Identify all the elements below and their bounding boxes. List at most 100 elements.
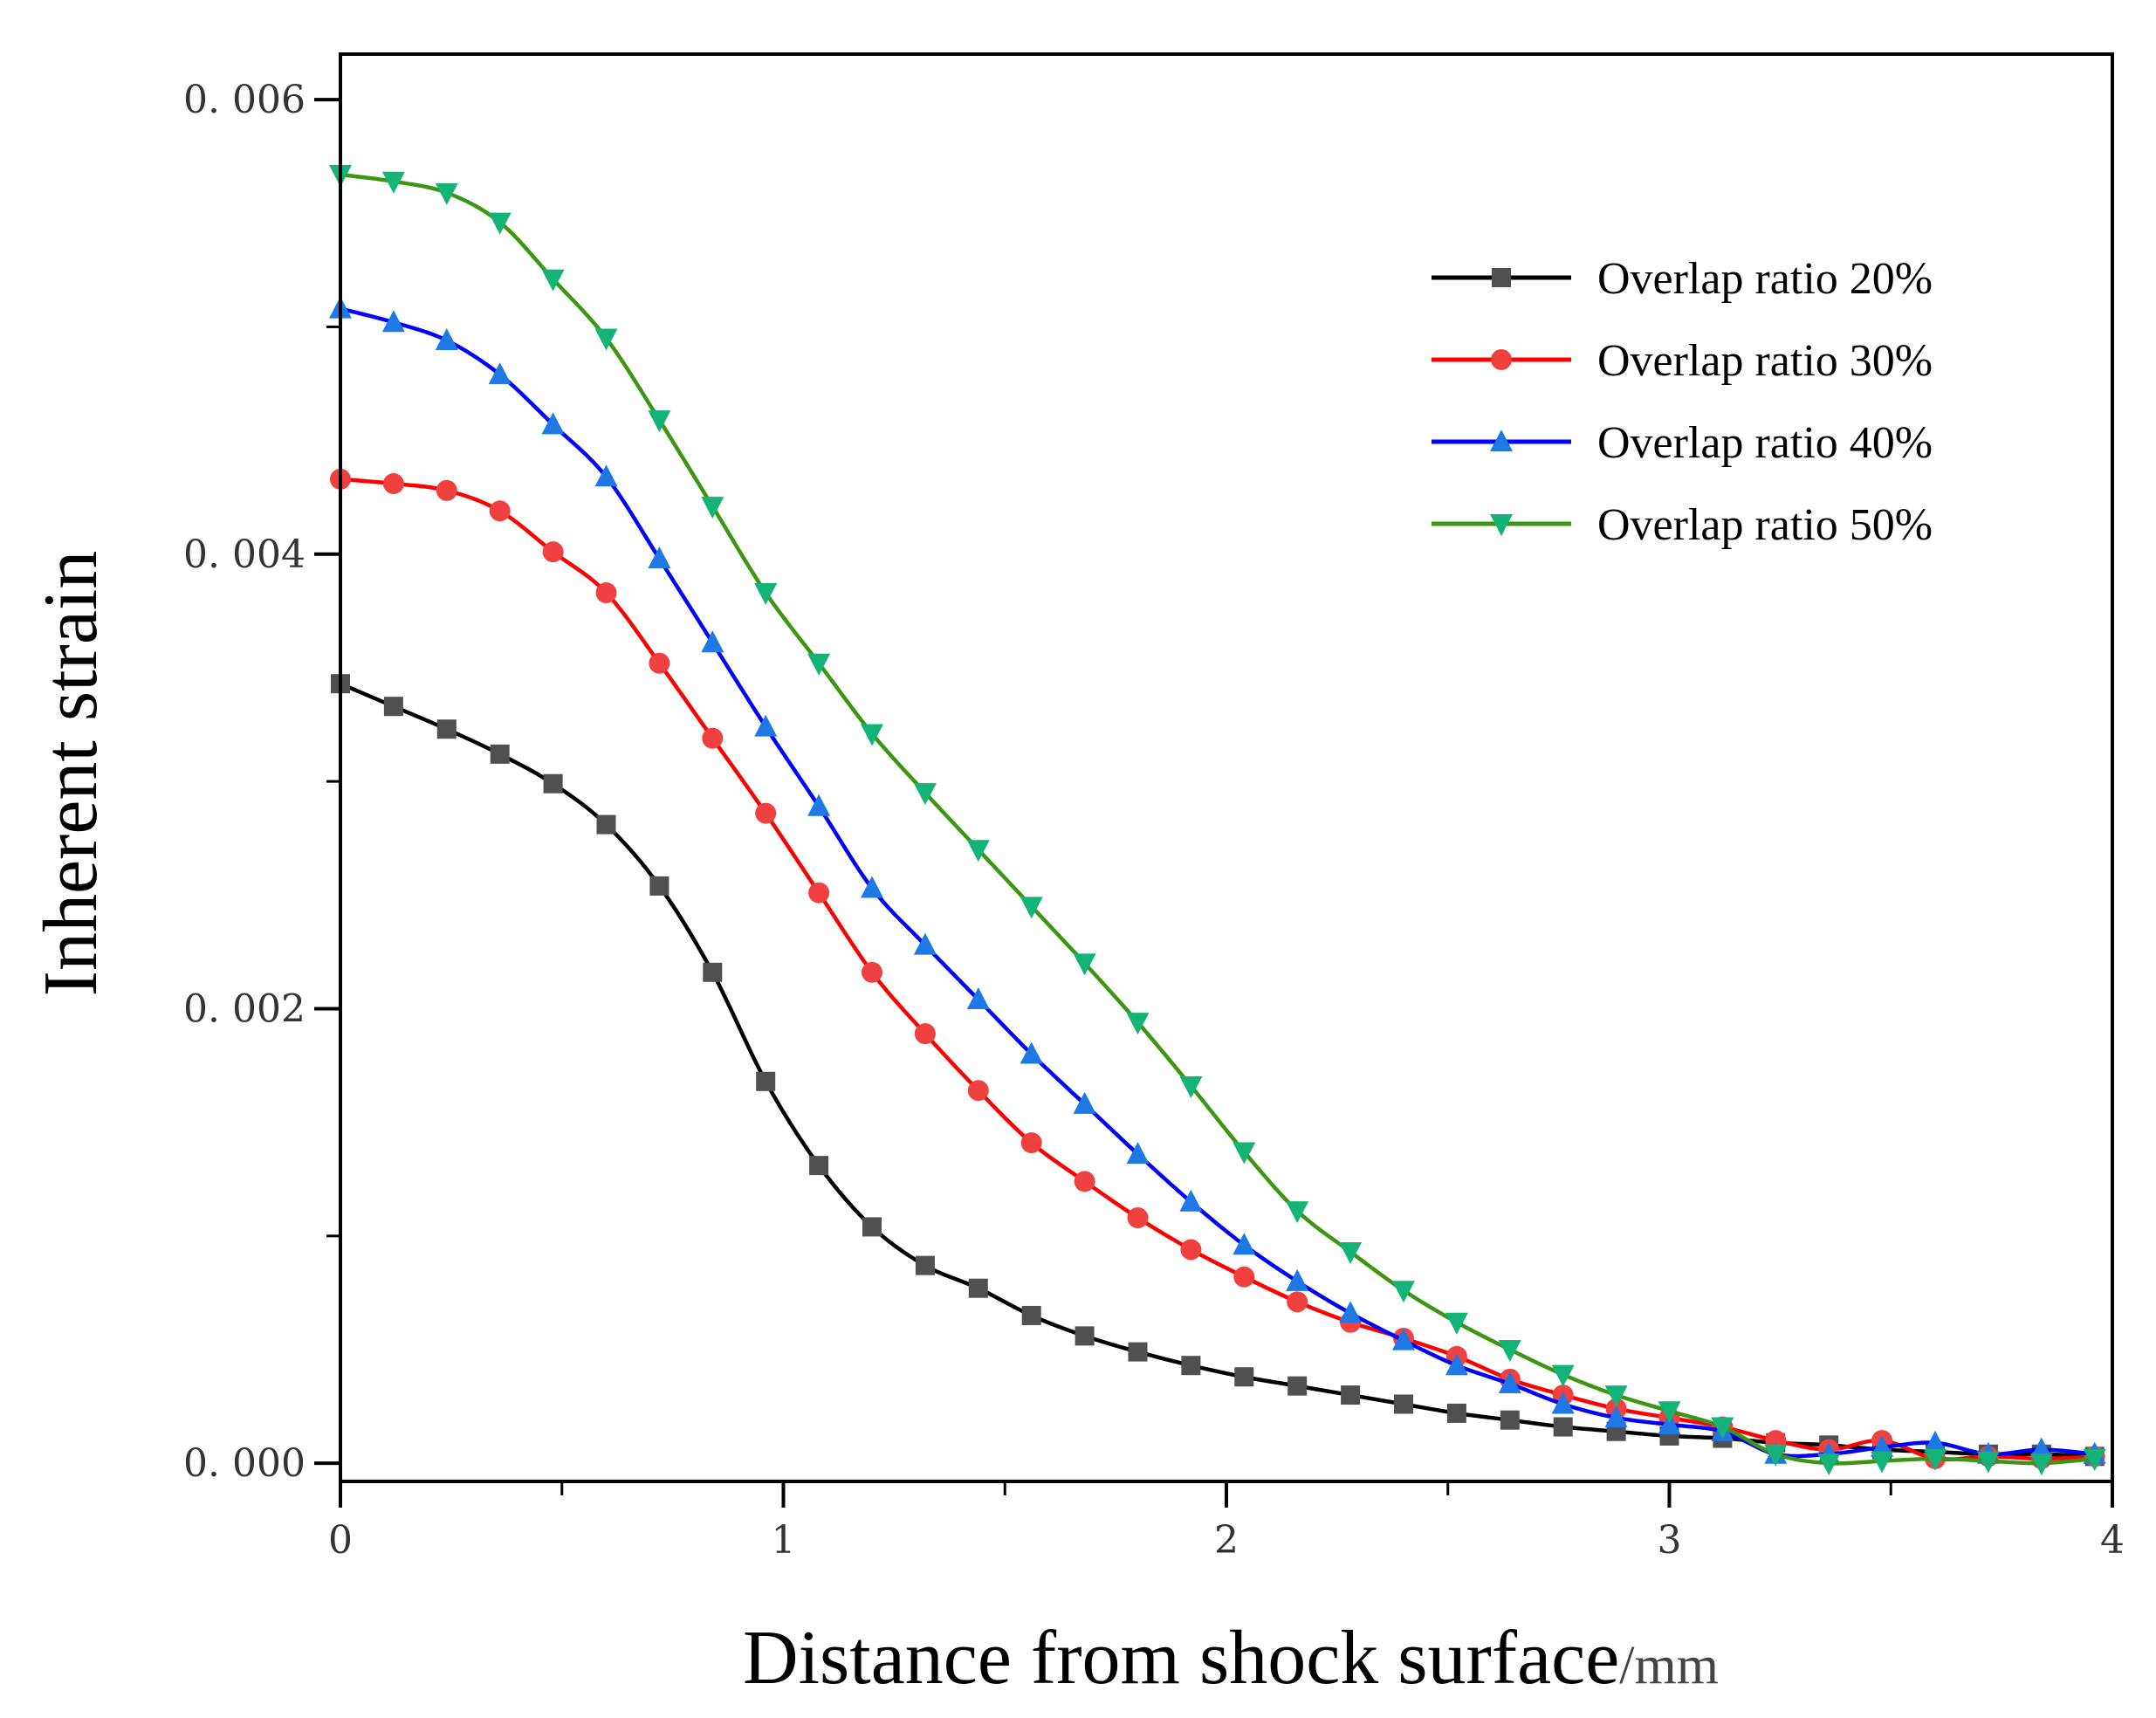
- data-point: [754, 714, 778, 737]
- data-point: [1180, 1239, 1202, 1261]
- data-point: [490, 744, 510, 764]
- data-point: [435, 328, 458, 351]
- data-point: [968, 1278, 988, 1298]
- data-point: [1020, 1041, 1043, 1064]
- data-point: [381, 310, 405, 333]
- data-point: [861, 876, 883, 898]
- data-point: [436, 719, 457, 739]
- data-point: [1126, 1013, 1150, 1035]
- data-point: [754, 583, 778, 606]
- data-point: [1074, 1171, 1095, 1192]
- y-axis-title: Inherent strain: [29, 551, 113, 997]
- legend-entry: Overlap ratio 20%: [1432, 254, 1933, 304]
- legend-entry: Overlap ratio 30%: [1432, 336, 1933, 386]
- data-point: [966, 840, 990, 862]
- y-tick-label: 0. 002: [183, 986, 306, 1031]
- data-point: [966, 987, 990, 1010]
- legend: Overlap ratio 20% Overlap ratio 30% Overla…: [1432, 254, 1933, 550]
- data-point: [1021, 1305, 1041, 1325]
- data-point: [1924, 1430, 1947, 1453]
- legend-label: Overlap ratio 20%: [1597, 254, 1933, 304]
- data-point: [1764, 1444, 1788, 1467]
- data-point: [1287, 1291, 1308, 1313]
- x-tick-label: 2: [1214, 1518, 1239, 1563]
- data-point: [2083, 1448, 2106, 1471]
- data-point: [1232, 1233, 1256, 1255]
- data-point: [1604, 1405, 1628, 1428]
- data-point: [702, 727, 724, 749]
- data-point: [1445, 1353, 1468, 1376]
- x-tick-label: 4: [2100, 1518, 2125, 1563]
- data-point: [1233, 1266, 1255, 1288]
- data-point: [862, 961, 882, 983]
- data-point: [1286, 1268, 1309, 1291]
- data-point: [1924, 1448, 1947, 1471]
- data-point: [1179, 1075, 1203, 1098]
- axis-layer: 0 1 2 3 4 0. 000 0. 002 0. 004 0. 006: [183, 78, 2125, 1563]
- data-point: [862, 1217, 882, 1237]
- data-point: [1871, 1451, 1894, 1474]
- data-point: [541, 412, 565, 435]
- data-point: [1075, 1326, 1095, 1346]
- data-point: [701, 630, 724, 653]
- data-point: [1551, 1392, 1575, 1414]
- x-axis-title-unit: /mm: [1619, 1636, 1719, 1695]
- data-point: [1126, 1142, 1150, 1165]
- series-2: [330, 468, 2105, 1469]
- data-point: [1181, 1356, 1201, 1376]
- legend-label: Overlap ratio 40%: [1597, 418, 1933, 468]
- data-point: [1392, 1281, 1415, 1303]
- series-1: [331, 674, 2105, 1467]
- data-point: [1445, 1312, 1468, 1335]
- data-point: [1658, 1412, 1681, 1434]
- series-line: [340, 477, 2095, 1462]
- data-point: [489, 500, 511, 522]
- data-point: [488, 362, 512, 385]
- data-point: [807, 653, 831, 676]
- data-point: [1553, 1417, 1573, 1437]
- x-tick-label: 0: [328, 1518, 353, 1563]
- data-point: [435, 182, 458, 205]
- data-point: [543, 773, 563, 794]
- y-tick-label: 0. 006: [183, 78, 306, 122]
- data-point: [1341, 1385, 1361, 1405]
- data-point: [1234, 1367, 1254, 1387]
- data-point: [808, 882, 830, 904]
- legend-marker: [1491, 349, 1512, 370]
- data-point: [915, 1255, 935, 1275]
- data-point: [756, 1071, 776, 1091]
- data-point: [701, 497, 724, 519]
- legend-marker: [1492, 268, 1511, 287]
- data-point: [1339, 1301, 1363, 1323]
- data-point: [1073, 1091, 1096, 1114]
- data-point: [595, 582, 617, 604]
- data-point: [1711, 1417, 1734, 1440]
- data-point: [649, 876, 669, 896]
- data-point: [967, 1080, 989, 1102]
- data-point: [1394, 1394, 1413, 1414]
- data-point: [1232, 1142, 1256, 1165]
- data-point: [914, 1023, 936, 1045]
- data-point: [542, 541, 564, 563]
- data-point: [755, 802, 777, 824]
- data-point: [383, 697, 403, 717]
- data-point: [1339, 1242, 1363, 1265]
- data-point: [1287, 1376, 1308, 1396]
- data-point: [1500, 1410, 1520, 1430]
- data-point: [1817, 1453, 1841, 1476]
- series-3: [329, 296, 2106, 1464]
- data-point: [1128, 1342, 1148, 1362]
- data-point: [648, 546, 671, 568]
- y-tick-label: 0. 000: [183, 1441, 306, 1486]
- data-point: [1658, 1401, 1681, 1424]
- data-point: [1392, 1328, 1415, 1350]
- legend-entry: Overlap ratio 40%: [1432, 418, 1933, 468]
- data-point: [1498, 1339, 1521, 1362]
- data-point: [1498, 1371, 1521, 1394]
- data-point: [807, 794, 831, 816]
- data-point: [703, 962, 723, 982]
- data-point: [488, 212, 512, 235]
- data-point: [594, 464, 618, 487]
- legend-label: Overlap ratio 50%: [1597, 500, 1933, 550]
